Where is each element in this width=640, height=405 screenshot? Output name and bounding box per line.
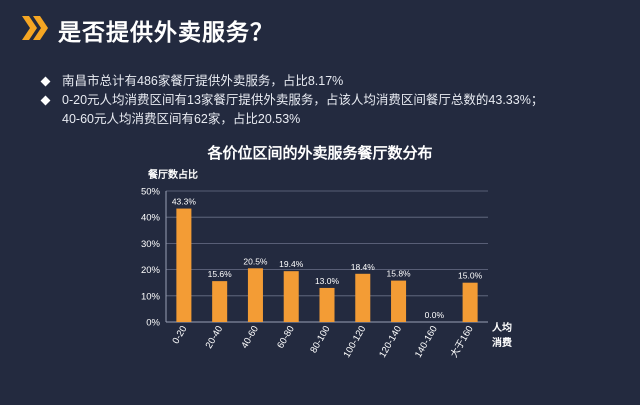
diamond-bullet-icon [40, 76, 51, 87]
header: 是否提供外卖服务？ [0, 0, 640, 56]
x-tick-label: 40-60 [239, 324, 261, 351]
bar [247, 268, 263, 322]
bar [176, 208, 192, 322]
bar [391, 280, 407, 322]
x-tick-label: 120-140 [377, 324, 404, 360]
chart-container: 各价位区间的外卖服务餐厅数分布 餐厅数占比 人均 消费 0% 10% 20% 30% 4… [0, 138, 640, 400]
bar-value-label: 0.0% [425, 310, 445, 320]
y-tick-label: 40% [141, 213, 161, 224]
bar-value-label: 43.3% [172, 197, 197, 207]
chart-title: 各价位区间的外卖服务餐厅数分布 [206, 144, 432, 162]
bar [462, 282, 478, 322]
bar [212, 281, 228, 322]
bar [355, 273, 371, 322]
x-tick-label: 大于160 [448, 324, 476, 360]
bar [283, 271, 299, 322]
bullet-item: 南昌市总计有486家餐厅提供外卖服务，占比8.17% [38, 72, 618, 91]
x-tick-label: 60-80 [275, 324, 297, 351]
bar-value-label: 15.6% [208, 269, 233, 279]
bullet-text: 南昌市总计有486家餐厅提供外卖服务，占比8.17% [62, 74, 344, 88]
x-axis-label-line2: 消费 [492, 336, 512, 349]
bullet-text: 0-20元人均消费区间有13家餐厅提供外卖服务，占该人均消费区间餐厅总数的43.… [62, 93, 544, 107]
bullet-list: 南昌市总计有486家餐厅提供外卖服务，占比8.17% 0-20元人均消费区间有1… [38, 72, 618, 129]
bar-chart: 各价位区间的外卖服务餐厅数分布 餐厅数占比 人均 消费 0% 10% 20% 30% 4… [141, 144, 512, 360]
bar-value-label: 15.8% [387, 269, 412, 279]
x-tick-label: 140-160 [413, 324, 440, 360]
x-tick-label: 0-20 [170, 324, 189, 346]
bullet-item: 0-20元人均消费区间有13家餐厅提供外卖服务，占该人均消费区间餐厅总数的43.… [38, 91, 618, 110]
y-tick-label: 30% [141, 239, 161, 250]
y-tick-label: 50% [141, 187, 161, 198]
x-tick-label: 80-100 [308, 324, 332, 355]
bar [319, 287, 335, 322]
y-tick-label: 20% [141, 265, 161, 276]
x-tick-label: 20-40 [204, 324, 226, 351]
bar-value-label: 20.5% [243, 256, 268, 266]
x-axis-label-line1: 人均 [492, 321, 512, 334]
x-tick-label: 100-120 [341, 324, 368, 360]
bar-value-label: 19.4% [279, 259, 304, 269]
bullet-text: 40-60元人均消费区间有62家，占比20.53% [62, 112, 301, 126]
bar-value-label: 15.0% [458, 271, 483, 281]
y-tick-label: 0% [146, 318, 160, 329]
bullet-continuation: 40-60元人均消费区间有62家，占比20.53% [38, 110, 618, 129]
double-chevron-icon [22, 16, 48, 40]
y-tick-label: 10% [141, 291, 161, 302]
y-axis-label: 餐厅数占比 [147, 168, 198, 181]
diamond-bullet-icon [40, 95, 51, 106]
page-title: 是否提供外卖服务？ [58, 19, 274, 45]
bar-value-label: 18.4% [351, 262, 376, 272]
bar-value-label: 13.0% [315, 276, 340, 286]
